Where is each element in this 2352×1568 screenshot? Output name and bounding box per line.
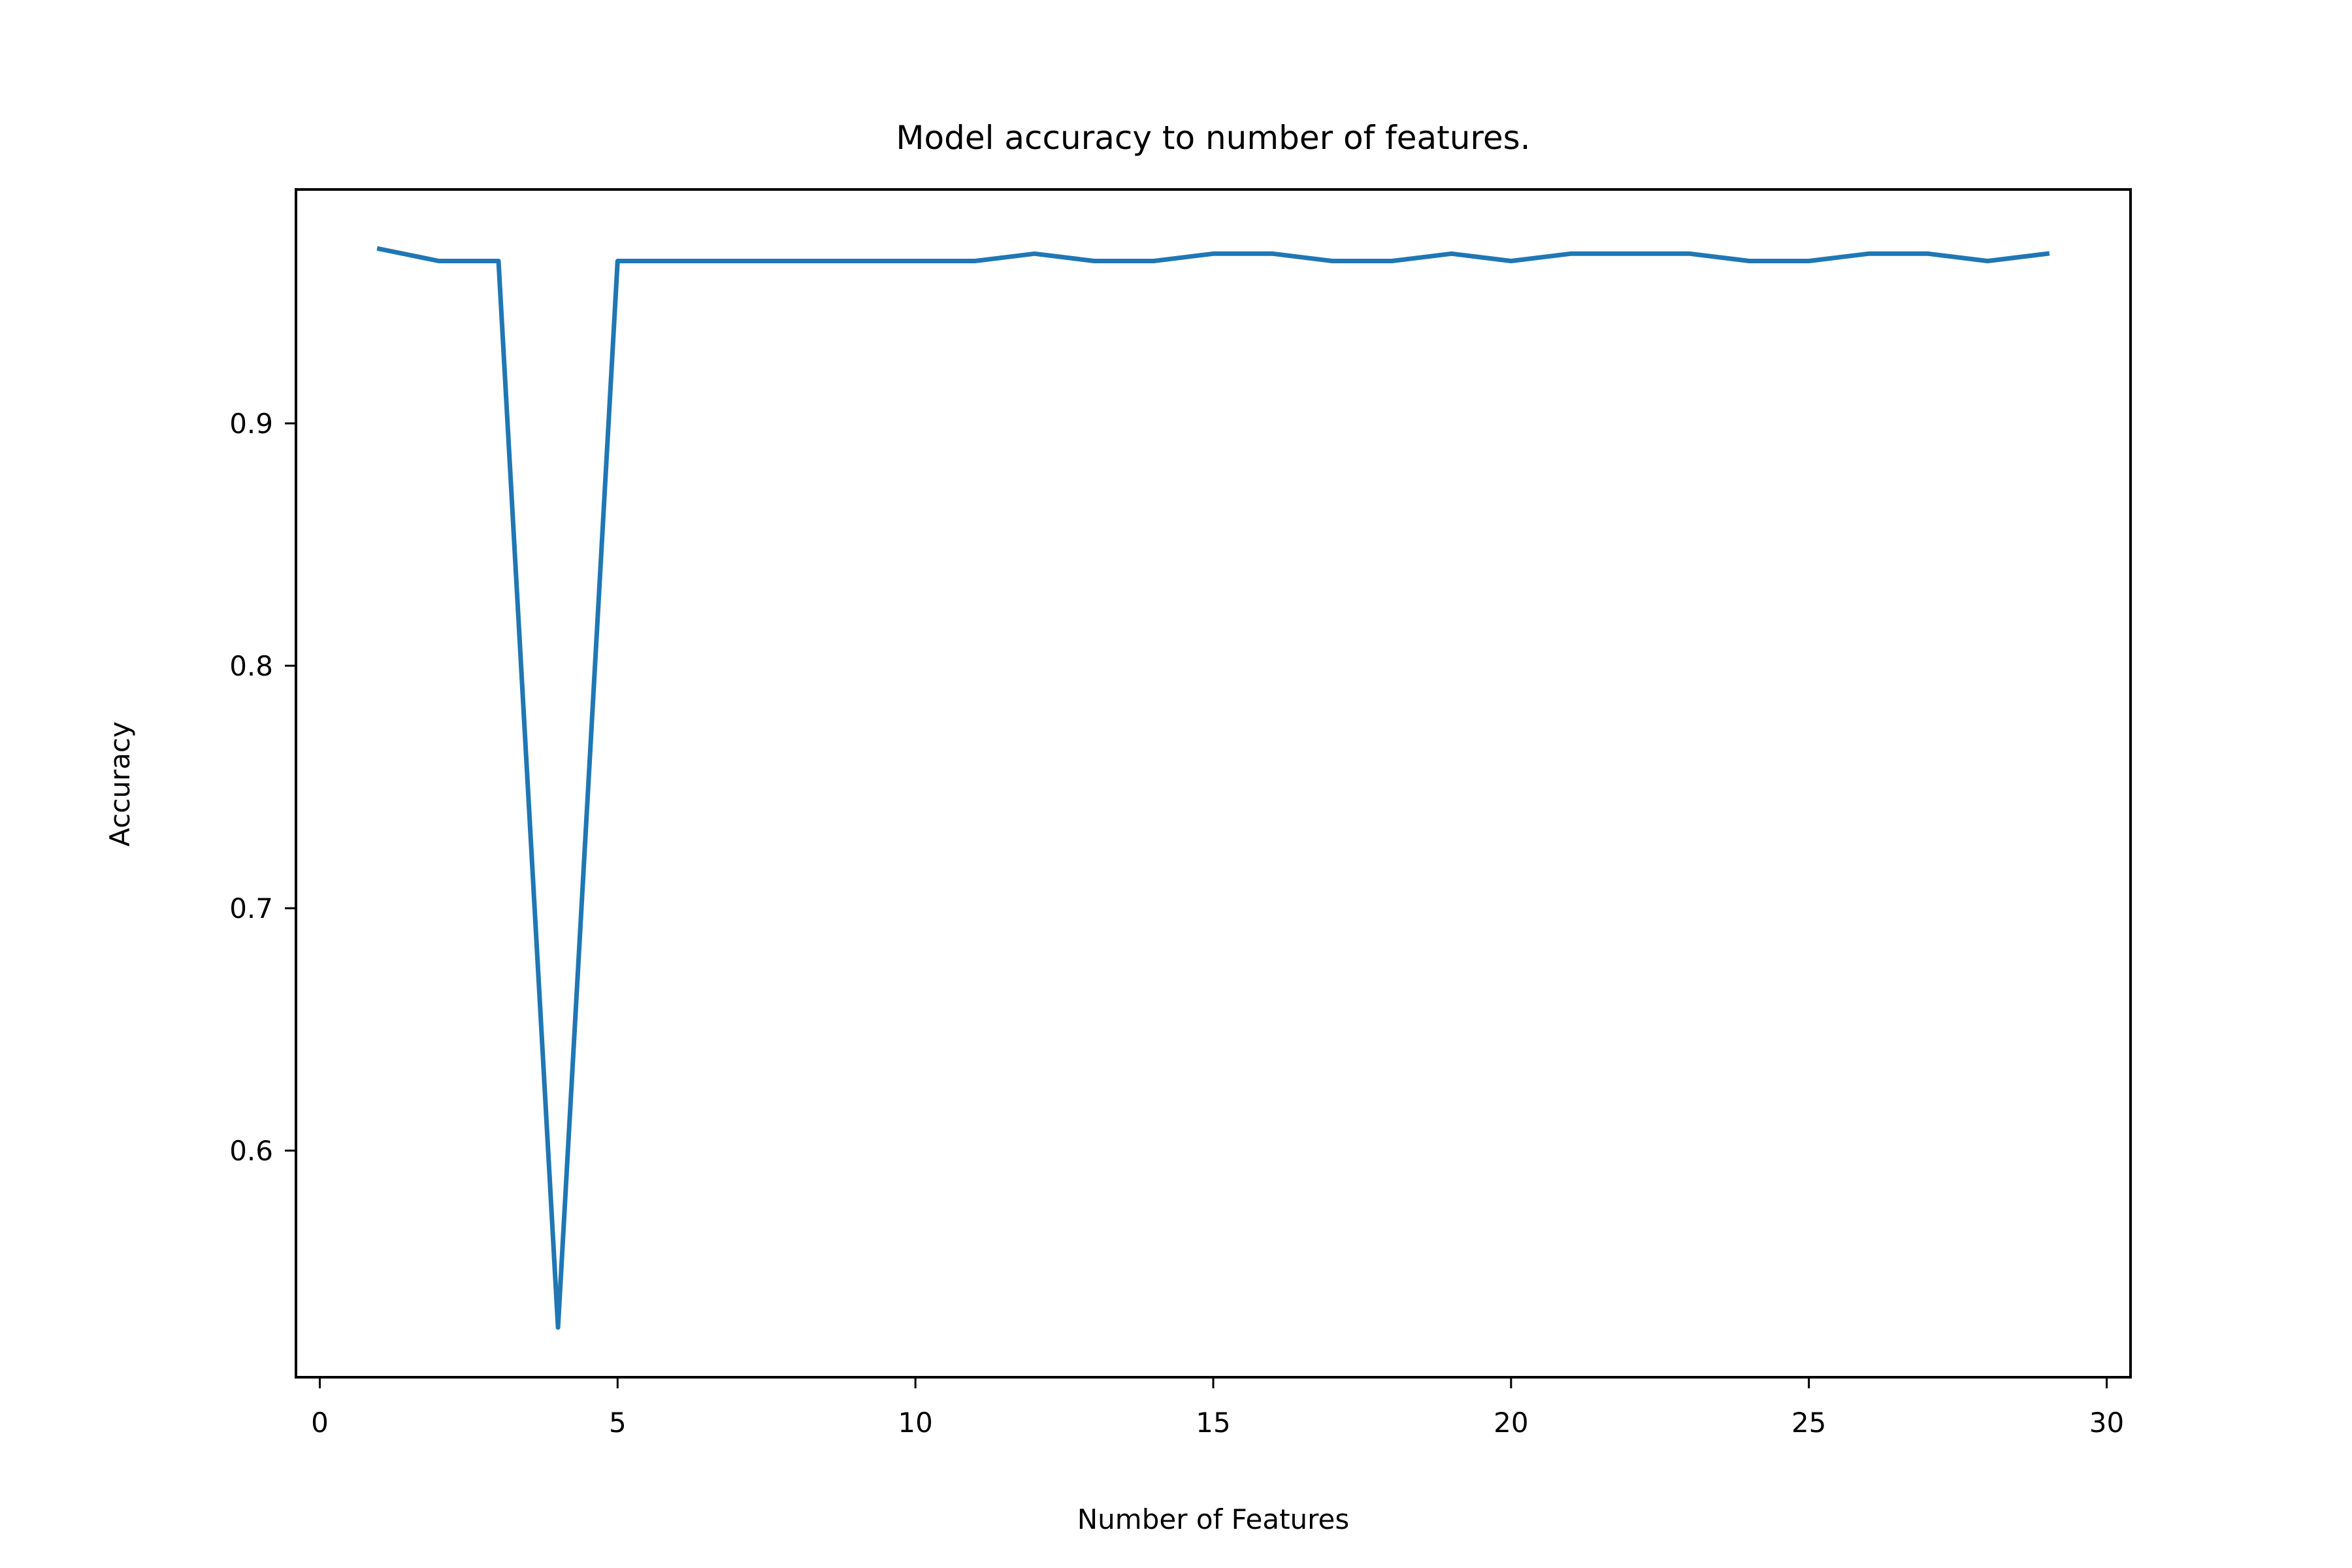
- series-line-accuracy: [376, 246, 2050, 1330]
- x-tick-label: 25: [1791, 1407, 1826, 1439]
- x-tick-label: 30: [2089, 1407, 2124, 1439]
- chart-title: Model accuracy to number of features.: [896, 119, 1530, 157]
- x-tick-label: 10: [898, 1407, 932, 1439]
- plot-area: [376, 246, 2050, 1330]
- y-tick-label: 0.7: [229, 892, 273, 924]
- y-tick-label: 0.9: [229, 408, 273, 440]
- x-tick-label: 15: [1196, 1407, 1230, 1439]
- y-tick-label: 0.6: [229, 1135, 273, 1167]
- x-tick-label: 20: [1494, 1407, 1528, 1439]
- y-tick-label: 0.8: [229, 650, 273, 682]
- x-axis: 0 5 10 15 20 25 30: [311, 1377, 2124, 1439]
- y-axis-label: Accuracy: [104, 721, 136, 847]
- plot-frame: [295, 188, 2132, 1379]
- x-axis-label: Number of Features: [1077, 1503, 1350, 1535]
- y-axis: 0.6 0.7 0.8 0.9: [229, 408, 296, 1167]
- x-tick-label: 0: [311, 1407, 329, 1439]
- x-tick-label: 5: [609, 1407, 627, 1439]
